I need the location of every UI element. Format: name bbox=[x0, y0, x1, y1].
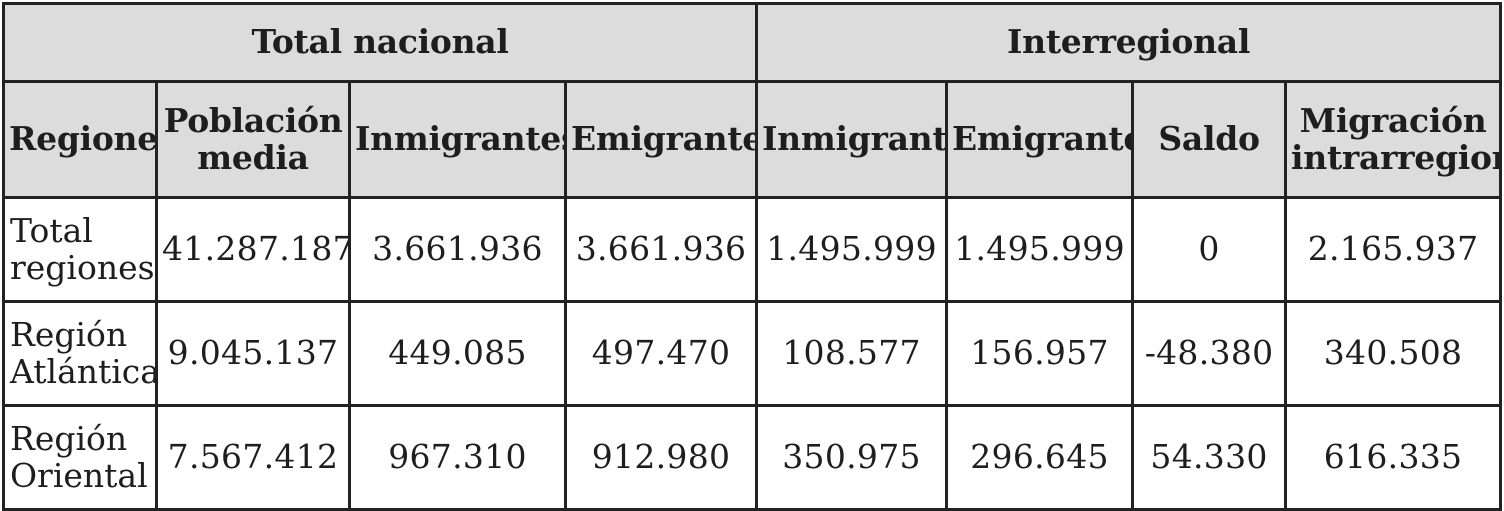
column-header-migracion-intrarregional: Migraciónintrarregional bbox=[1284, 80, 1503, 199]
table-cell: 967.310 bbox=[348, 404, 567, 511]
table-row-region-oriental: Región Oriental 7.567.412 967.310 912.980… bbox=[2, 404, 1503, 511]
table-cell: 7.567.412 bbox=[155, 404, 351, 511]
table-cell: 616.335 bbox=[1284, 404, 1503, 511]
group-header-row: Total nacional Interregional bbox=[1, 2, 1503, 83]
row-label-text: Región bbox=[10, 418, 128, 458]
column-header-inmigrantes-total: Inmigrantes bbox=[348, 80, 567, 199]
table-cell: 41.287.187 bbox=[155, 196, 351, 303]
table-cell: 449.085 bbox=[348, 300, 567, 407]
row-label: Región Oriental bbox=[2, 404, 158, 511]
column-header-text: Regiones bbox=[9, 119, 157, 159]
table-row-total-regiones: Total regiones 41.287.187 3.661.936 3.661… bbox=[2, 196, 1503, 303]
table-cell: 3.661.936 bbox=[563, 196, 759, 303]
table-cell: 108.577 bbox=[755, 300, 949, 407]
row-label: Región Atlántica bbox=[2, 300, 158, 407]
column-header-text: media bbox=[197, 137, 309, 177]
table-cell: 912.980 bbox=[563, 404, 759, 511]
table-cell: 1.495.999 bbox=[945, 196, 1135, 303]
table-row-region-atlantica: Región Atlántica 9.045.137 449.085 497.47… bbox=[2, 300, 1503, 407]
table-cell: 2.165.937 bbox=[1284, 196, 1503, 303]
column-header-inmigrantes-interregional: Inmigrantes bbox=[755, 80, 949, 199]
row-label: Total regiones bbox=[2, 196, 158, 303]
column-header-text: intrarregional bbox=[1291, 137, 1498, 177]
table-cell: 497.470 bbox=[563, 300, 759, 407]
table-cell: 1.495.999 bbox=[755, 196, 949, 303]
group-header-total-nacional: Total nacional bbox=[1, 2, 759, 83]
row-label-text: Región bbox=[10, 314, 128, 354]
column-header-text: Inmigrantes bbox=[762, 119, 947, 159]
row-label-text: regiones bbox=[10, 247, 155, 287]
table-cell: 9.045.137 bbox=[155, 300, 351, 407]
row-label-text: Atlántica bbox=[10, 351, 157, 391]
column-header-emigrantes-interregional: Emigrantes bbox=[945, 80, 1135, 199]
table-cell: 350.975 bbox=[755, 404, 949, 511]
column-header-regiones: Regiones bbox=[2, 80, 158, 199]
column-header-text: Emigrantes bbox=[571, 119, 754, 159]
row-label-text: Total bbox=[10, 210, 93, 250]
table-cell: 340.508 bbox=[1284, 300, 1503, 407]
table-cell: 3.661.936 bbox=[348, 196, 567, 303]
row-label-text: Oriental bbox=[10, 455, 148, 495]
column-header-text: Inmigrantes bbox=[355, 119, 566, 159]
column-header-emigrantes-total: Emigrantes bbox=[563, 80, 759, 199]
column-header-saldo: Saldo bbox=[1131, 80, 1288, 199]
table-cell: 156.957 bbox=[945, 300, 1135, 407]
column-header-poblacion-media: Población media bbox=[155, 80, 351, 199]
table-cell: 296.645 bbox=[945, 404, 1135, 511]
column-header-text: Migración bbox=[1299, 100, 1487, 140]
column-header-text: Saldo bbox=[1158, 119, 1260, 159]
column-header-text: Emigrantes bbox=[952, 119, 1130, 159]
table-cell: 54.330 bbox=[1131, 404, 1288, 511]
table-cell: -48.380 bbox=[1131, 300, 1288, 407]
column-header-text: Población bbox=[163, 100, 343, 140]
table-cell: 0 bbox=[1131, 196, 1288, 303]
group-header-interregional: Interregional bbox=[755, 2, 1503, 83]
